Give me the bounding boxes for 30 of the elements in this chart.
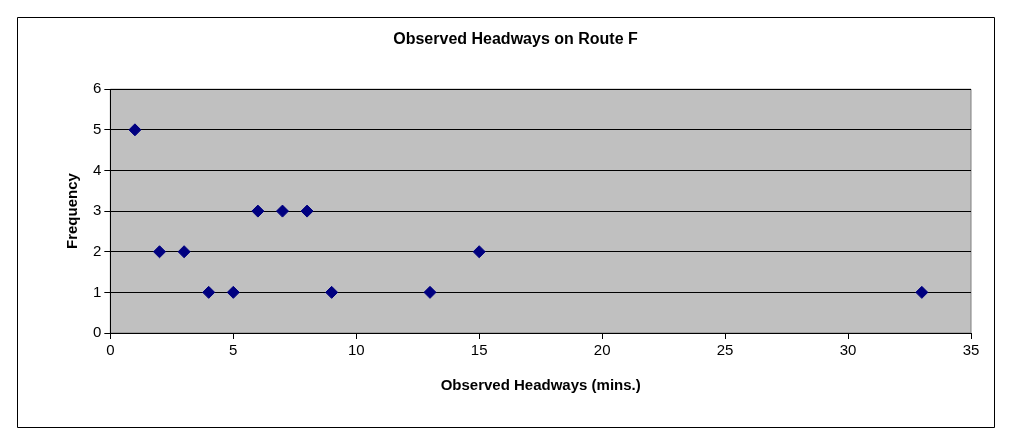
y-tick-label: 0 (93, 323, 102, 341)
x-tick-label: 10 (347, 341, 365, 359)
y-tick-label: 1 (93, 282, 102, 300)
point (275, 204, 289, 218)
x-tick-label: 35 (962, 341, 980, 359)
x-tick-label: 20 (593, 341, 611, 359)
point (915, 285, 929, 299)
x-tick-label: 25 (716, 341, 734, 359)
point (300, 204, 314, 218)
point (153, 245, 167, 259)
x-tick-label: 0 (106, 341, 115, 359)
point (325, 285, 339, 299)
x-tick-label: 30 (839, 341, 857, 359)
chart-title: Observed Headways on Route F (393, 30, 638, 48)
y-tick-label: 5 (93, 119, 102, 137)
point (472, 245, 486, 259)
x-tick-label: 5 (229, 341, 238, 359)
point (226, 285, 240, 299)
point (177, 245, 191, 259)
x-tick-label: 15 (470, 341, 488, 359)
point (251, 204, 265, 218)
point (423, 285, 437, 299)
y-tick-label: 3 (93, 201, 102, 219)
x-axis-title: Observed Headways (mins.) (440, 376, 641, 394)
point (128, 123, 142, 137)
y-tick-label: 2 (93, 241, 102, 259)
y-tick-label: 6 (93, 79, 102, 97)
y-axis-title: Frequency (63, 172, 81, 250)
y-tick-label: 4 (93, 160, 102, 178)
point (202, 285, 216, 299)
